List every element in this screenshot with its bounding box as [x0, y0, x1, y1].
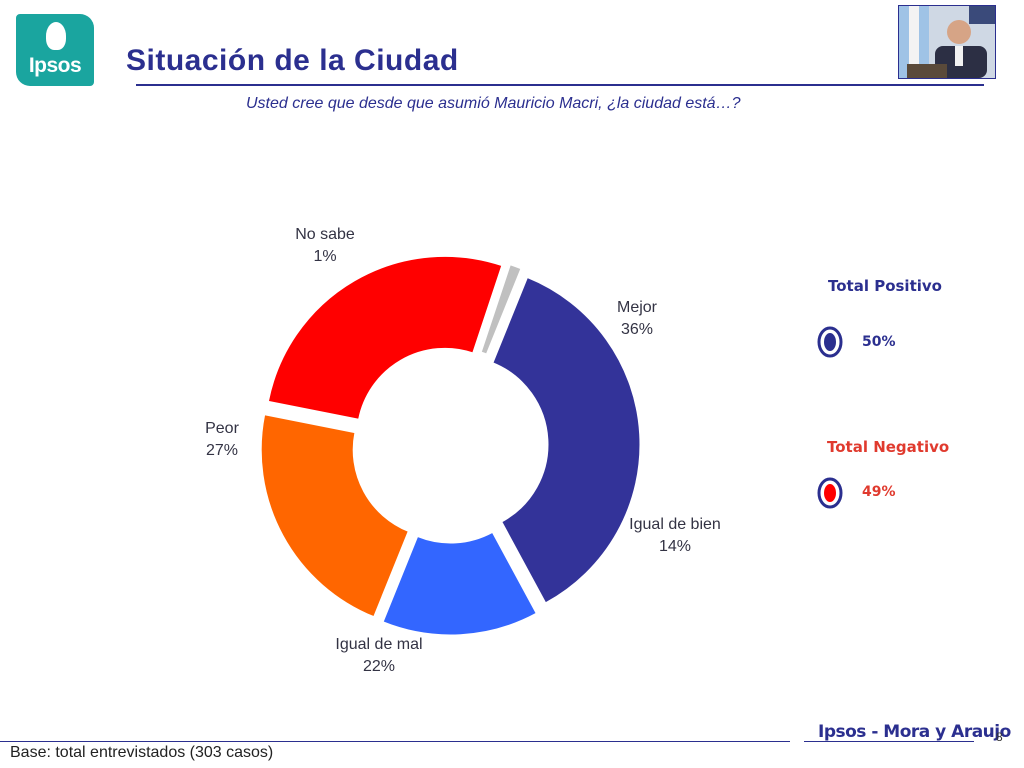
footer-brand: Ipsos - Mora y Araujo — [818, 722, 1011, 742]
base-note: Base: total entrevistados (303 casos) — [10, 744, 274, 761]
positive-marker-icon — [817, 326, 843, 358]
label-igual-de-bien-name: Igual de bien — [629, 516, 721, 533]
speaker-photo — [898, 5, 996, 79]
total-negative-value: 49% — [862, 484, 896, 500]
label-igual-de-bien-value: 14% — [659, 538, 691, 555]
survey-question: Usted cree que desde que asumió Mauricio… — [246, 95, 741, 112]
label-igual-de-mal-value: 22% — [363, 658, 395, 675]
label-igual-de-mal-name: Igual de mal — [335, 636, 422, 653]
slice-igual-de-mal — [260, 414, 409, 618]
label-mejor-name: Mejor — [617, 299, 658, 316]
label-peor-name: Peor — [205, 420, 239, 437]
label-no-sabe-value: 1% — [313, 248, 336, 265]
footer-brand-divider — [804, 741, 974, 742]
ipsos-logo: Ipsos — [16, 14, 94, 86]
page-title: Situación de la Ciudad — [126, 44, 459, 77]
total-positive-value: 50% — [862, 334, 896, 350]
total-negative-label: Total Negativo — [827, 438, 950, 456]
page-number: 8 — [996, 730, 1003, 744]
slice-peor — [267, 255, 503, 420]
title-divider — [136, 84, 984, 86]
label-no-sabe-name: No sabe — [295, 226, 355, 243]
slice-no-sabe — [480, 264, 522, 355]
label-mejor-value: 36% — [621, 321, 653, 338]
total-positive-label: Total Positivo — [828, 277, 942, 295]
footer-divider — [0, 741, 790, 742]
logo-head-icon — [46, 22, 66, 50]
logo-text: Ipsos — [28, 54, 82, 77]
slice-igual-de-bien — [382, 531, 537, 636]
label-peor-value: 27% — [206, 442, 238, 459]
negative-marker-icon — [817, 477, 843, 509]
speaker-photo-image — [899, 6, 995, 78]
slice-mejor — [492, 276, 641, 604]
